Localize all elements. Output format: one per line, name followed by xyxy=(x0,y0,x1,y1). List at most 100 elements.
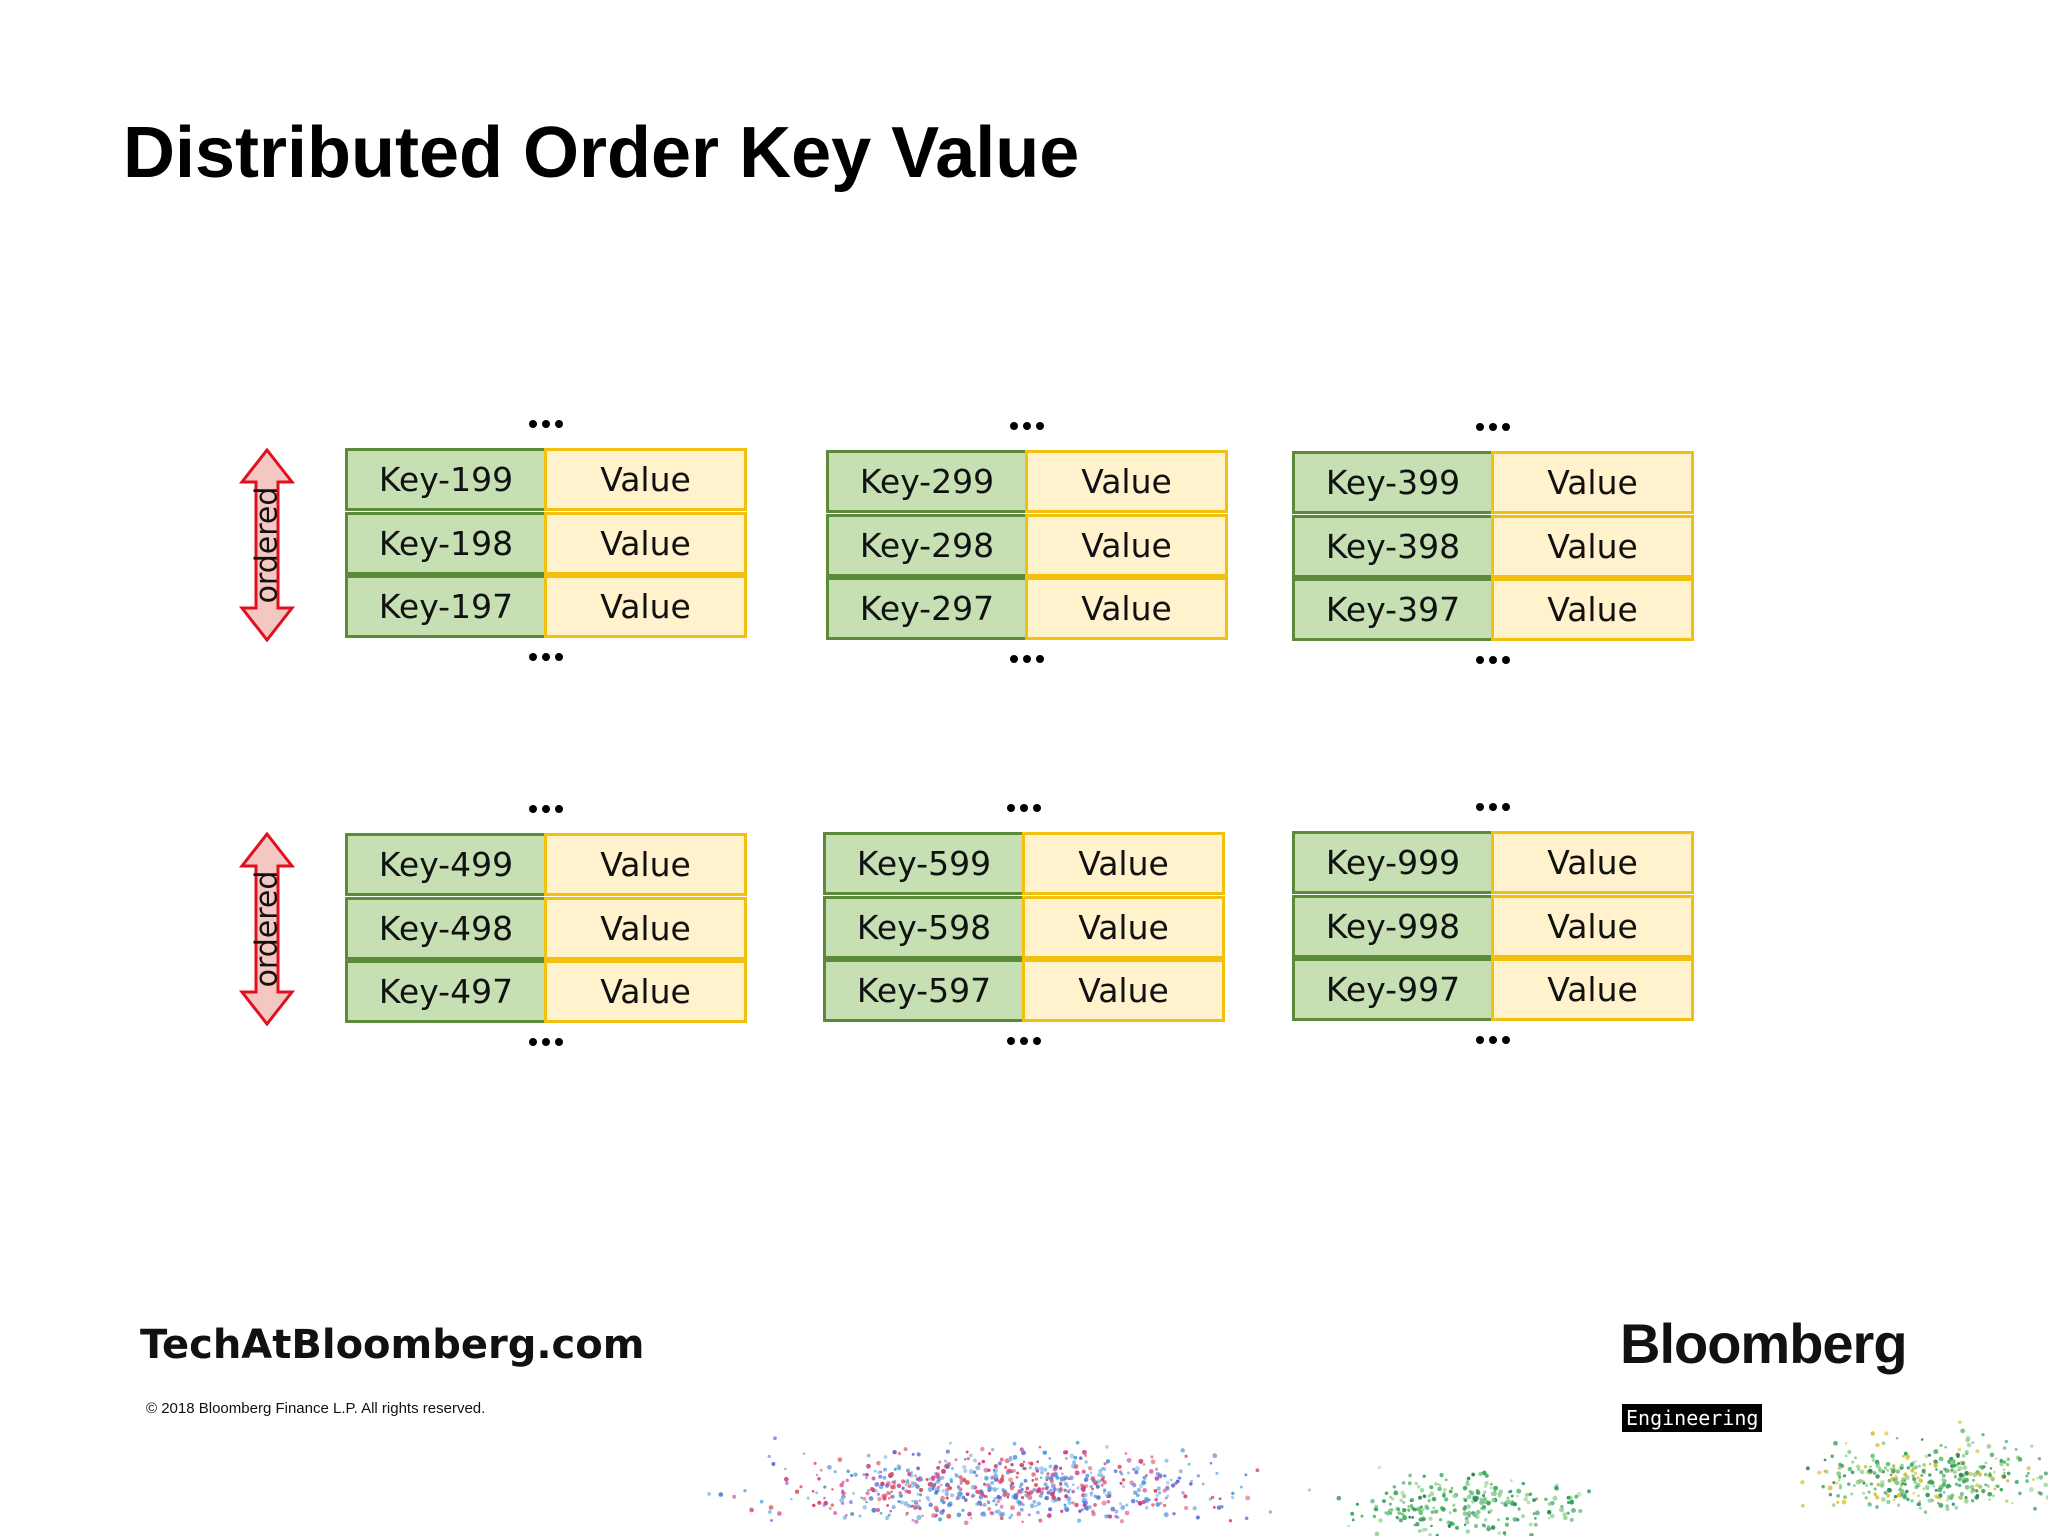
ordered-arrow-row-2: ordered xyxy=(238,832,296,1026)
decorative-dot xyxy=(1019,1447,1024,1452)
decorative-dot xyxy=(1027,1495,1033,1501)
decorative-dot xyxy=(1914,1459,1917,1463)
decorative-dot xyxy=(984,1475,989,1481)
decorative-dot xyxy=(846,1469,850,1474)
decorative-dot xyxy=(910,1471,914,1474)
decorative-dot xyxy=(767,1454,771,1459)
decorative-dot xyxy=(1479,1497,1483,1501)
decorative-dot xyxy=(1136,1488,1142,1493)
decorative-dot xyxy=(1465,1529,1471,1534)
decorative-dot xyxy=(1912,1491,1916,1495)
decorative-dot xyxy=(1081,1449,1087,1455)
decorative-dot xyxy=(956,1494,962,1499)
decorative-dot xyxy=(1393,1490,1399,1496)
decorative-dot xyxy=(1068,1488,1072,1492)
value-cell: Value xyxy=(1491,958,1694,1021)
decorative-dot xyxy=(1008,1516,1012,1520)
decorative-dot xyxy=(1187,1462,1191,1466)
kv-table-r2-c2: Key-599 Value Key-598 Value Key-597 Valu… xyxy=(823,804,1225,1045)
decorative-dot xyxy=(1951,1502,1955,1506)
decorative-dot xyxy=(963,1520,969,1526)
decorative-dot xyxy=(876,1460,881,1466)
decorative-dot xyxy=(1021,1520,1024,1523)
decorative-dot xyxy=(1867,1490,1871,1494)
decorative-dot xyxy=(1981,1432,1985,1437)
decorative-dot xyxy=(1064,1456,1068,1460)
decorative-dot xyxy=(1498,1489,1503,1494)
kv-entry: Key-198 Value xyxy=(345,512,747,575)
decorative-dot xyxy=(871,1476,876,1481)
decorative-dot xyxy=(1569,1517,1574,1522)
decorative-dot xyxy=(1114,1514,1118,1519)
decorative-dot xyxy=(1504,1522,1509,1527)
decorative-dot xyxy=(936,1476,942,1481)
decorative-dot xyxy=(1184,1506,1189,1511)
decorative-dot xyxy=(1216,1505,1222,1510)
decorative-dot xyxy=(1142,1475,1147,1480)
kv-entry: Key-297 Value xyxy=(826,577,1228,640)
decorative-dot xyxy=(1534,1510,1540,1516)
decorative-dot xyxy=(2037,1457,2042,1461)
decorative-dot xyxy=(1497,1494,1502,1498)
decorative-dot xyxy=(981,1459,986,1464)
decorative-dot xyxy=(1950,1464,1953,1467)
decorative-dot xyxy=(1069,1453,1075,1459)
kv-table-r1-c2: Key-299 Value Key-298 Value Key-297 Valu… xyxy=(826,422,1228,663)
key-cell: Key-999 xyxy=(1292,831,1494,894)
decorative-dot xyxy=(1021,1450,1026,1456)
decorative-dot xyxy=(1938,1493,1943,1498)
decorative-dot xyxy=(1844,1442,1848,1445)
decorative-dot xyxy=(1836,1494,1840,1498)
decorative-dot xyxy=(1017,1489,1022,1494)
decorative-dot xyxy=(1946,1494,1952,1500)
site-link[interactable]: TechAtBloomberg.com xyxy=(140,1322,645,1368)
decorative-dot xyxy=(1089,1491,1094,1496)
decorative-dot xyxy=(813,1461,817,1465)
decorative-dot xyxy=(868,1496,874,1501)
decorative-dot xyxy=(940,1483,943,1487)
decorative-dot xyxy=(946,1513,952,1519)
decorative-dot xyxy=(1170,1483,1176,1488)
decorative-dot xyxy=(783,1476,789,1482)
decorative-dot xyxy=(1130,1498,1136,1504)
decorative-dot xyxy=(1020,1495,1025,1500)
decorative-dot xyxy=(990,1481,995,1485)
decorative-dot xyxy=(993,1473,999,1479)
decorative-dot xyxy=(1952,1469,1958,1475)
decorative-dot xyxy=(817,1500,822,1505)
decorative-dot xyxy=(1490,1525,1496,1530)
decorative-dot xyxy=(1915,1482,1921,1488)
decorative-dot xyxy=(916,1452,921,1457)
decorative-dot xyxy=(1841,1499,1847,1505)
decorative-dot xyxy=(1865,1484,1869,1487)
decorative-dot xyxy=(1481,1470,1487,1476)
decorative-dot xyxy=(1918,1506,1922,1510)
decorative-dot xyxy=(1398,1518,1403,1523)
decorative-dot xyxy=(802,1452,806,1456)
decorative-dot xyxy=(928,1477,932,1481)
decorative-dot xyxy=(1987,1491,1993,1497)
key-cell: Key-998 xyxy=(1292,895,1494,958)
decorative-dot xyxy=(2011,1502,2014,1505)
copyright-notice: © 2018 Bloomberg Finance L.P. All rights… xyxy=(146,1400,486,1417)
decorative-dot xyxy=(886,1504,890,1507)
decorative-dot xyxy=(1466,1476,1471,1481)
ordered-label: ordered xyxy=(249,870,285,988)
decorative-dot xyxy=(1044,1486,1049,1491)
decorative-dot xyxy=(1083,1477,1089,1482)
decorative-dot xyxy=(904,1489,909,1494)
decorative-dot xyxy=(790,1498,793,1501)
decorative-dot xyxy=(1360,1514,1364,1518)
decorative-dot xyxy=(2043,1482,2048,1488)
decorative-dot xyxy=(1388,1502,1392,1506)
decorative-dot xyxy=(1800,1480,1805,1485)
decorative-dot xyxy=(841,1480,845,1484)
decorative-dot xyxy=(1528,1492,1533,1496)
decorative-dot xyxy=(921,1514,924,1518)
decorative-dot xyxy=(1978,1484,1983,1489)
decorative-dot xyxy=(963,1468,968,1473)
decorative-dot xyxy=(864,1476,868,1480)
decorative-dot xyxy=(947,1485,952,1491)
decorative-dot xyxy=(929,1481,933,1486)
decorative-dot xyxy=(1051,1495,1056,1500)
